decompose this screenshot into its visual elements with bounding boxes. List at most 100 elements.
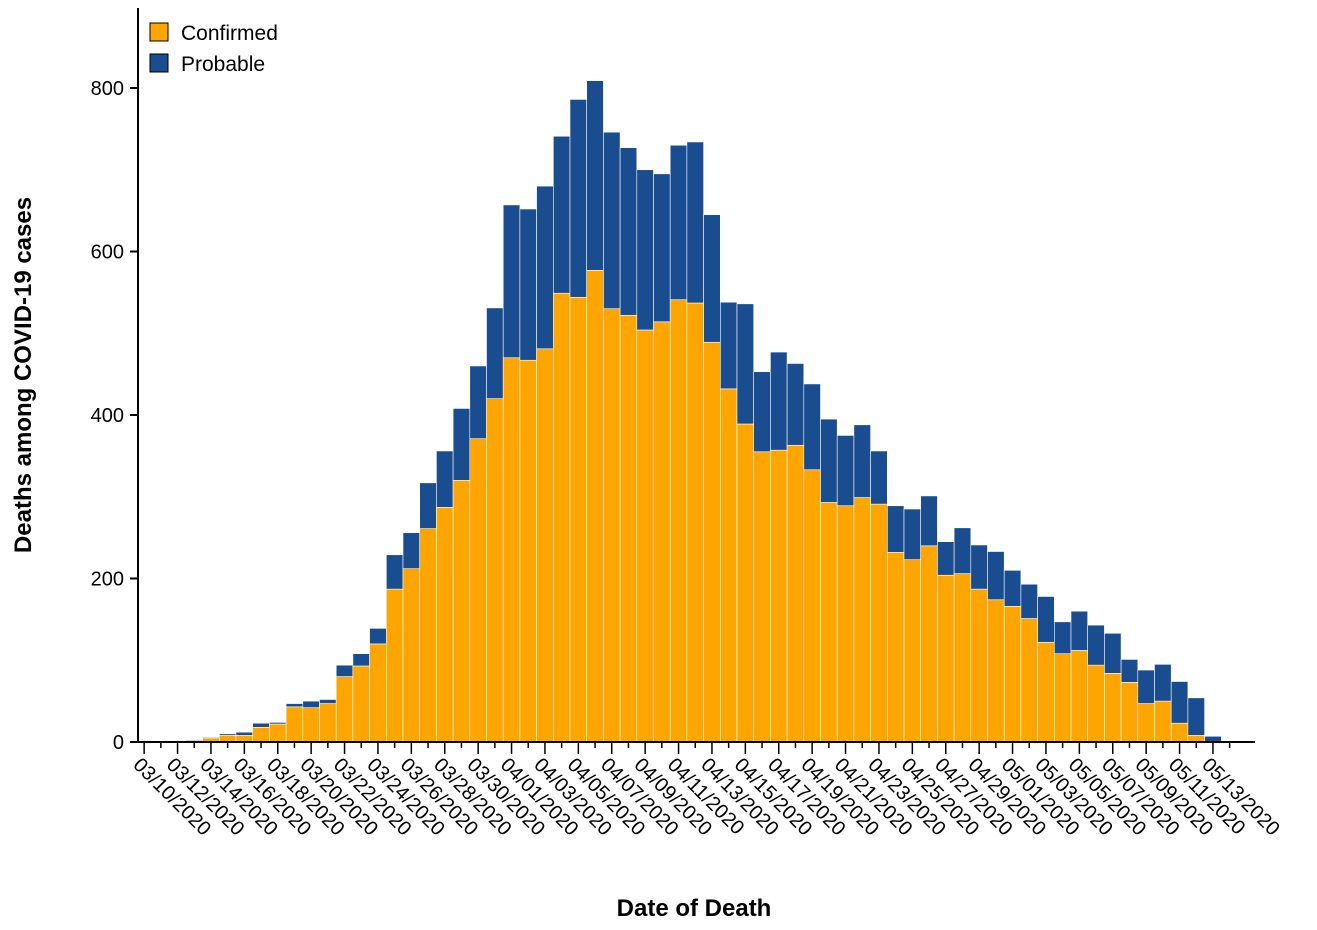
bar-confirmed [502,357,521,743]
bar-probable [937,541,955,576]
legend: Confirmed Probable [149,22,278,76]
bar-probable [686,141,704,304]
bar-confirmed [536,348,554,743]
bar-probable [603,131,621,310]
bar-confirmed [285,706,304,743]
bar-confirmed [669,299,688,743]
bar-probable [569,99,588,298]
bar-probable [669,144,688,301]
x-axis-title: Date of Death [617,895,772,922]
bar-confirmed [703,341,721,743]
bar-probable [803,383,821,471]
bar-confirmed [920,545,938,743]
y-axis-title: Deaths among COVID-19 cases [10,197,37,553]
bar-probable [753,371,771,453]
bar-confirmed [719,388,738,743]
bar-confirmed [836,505,855,743]
bar-probable [1154,664,1172,702]
bar-probable [235,731,254,736]
bar-confirmed [469,438,487,743]
bar-probable [519,208,537,361]
bar-probable [953,527,972,574]
bar-confirmed [1054,653,1072,743]
legend-swatch-confirmed [149,22,169,42]
legend-label-confirmed: Confirmed [181,22,278,45]
bar-confirmed [686,302,704,743]
bar-confirmed [903,559,922,743]
bar-probable [402,532,421,569]
bar-probable [820,418,838,503]
bar-confirmed [552,292,571,743]
bar-confirmed [1104,673,1122,743]
bar-probable [502,204,521,359]
x-ticks: 03/10/202003/12/202003/14/202003/16/2020… [129,742,1284,840]
bar-confirmed [987,599,1005,743]
bar-probable [653,173,671,323]
bar-confirmed [1070,650,1089,743]
bar-confirmed [953,573,972,743]
bar-confirmed [636,329,654,743]
bar-probable [469,365,487,440]
bar-confirmed [1137,703,1155,743]
bar-confirmed [352,665,370,743]
bar-probable [202,736,220,739]
y-tick-label: 200 [91,569,124,591]
y-tick-label: 400 [91,405,124,427]
bar-confirmed [736,423,755,743]
bar-probable [920,495,938,547]
bar-probable [252,722,270,728]
bar-probable [619,147,638,316]
bar-probable [886,505,905,553]
bar-confirmed [319,703,337,743]
bar-probable [586,80,604,271]
bar-confirmed [1020,618,1038,743]
bar-confirmed [1087,664,1105,743]
legend-swatch-probable [149,53,169,73]
bar-probable [1037,596,1055,643]
bar-probable [319,699,337,704]
bar-confirmed [586,270,604,743]
bar-probable [352,653,370,667]
bar-probable [285,703,304,708]
bar-confirmed [452,480,471,743]
bar-confirmed [1120,682,1139,743]
bar-probable [987,551,1005,601]
bar-confirmed [619,314,638,743]
bar-probable [219,733,237,736]
bar-confirmed [569,296,588,743]
bar-confirmed [335,676,354,743]
bar-confirmed [853,497,871,743]
bar-confirmed [753,451,771,743]
bar-probable [536,185,554,350]
bar-confirmed [1037,641,1055,743]
bar-probable [786,363,805,446]
bar-probable [1187,697,1205,736]
bar-probable [302,700,320,708]
bar-confirmed [486,398,504,743]
bar-probable [452,408,471,481]
bar-probable [1054,621,1072,655]
bar-probable [335,664,354,677]
bars-layer [135,80,1222,743]
y-tick-label: 800 [91,78,124,100]
bar-probable [486,307,504,399]
bar-probable [436,450,454,508]
bar-probable [770,351,788,451]
bar-probable [1020,583,1038,619]
bar-probable [853,424,871,498]
bar-probable [1003,570,1022,607]
bar-confirmed [870,503,888,743]
bar-confirmed [653,321,671,743]
bar-probable [719,301,738,390]
bar-confirmed [803,469,821,743]
legend-label-probable: Probable [181,53,265,76]
bar-probable [703,214,721,343]
bar-probable [385,554,404,590]
y-ticks: 0 200 400 600 800 [91,78,138,754]
bar-confirmed [252,726,270,743]
bar-probable [636,169,654,331]
bar-confirmed [1003,605,1022,743]
bar-probable [1137,669,1155,704]
bar-probable [903,508,922,560]
